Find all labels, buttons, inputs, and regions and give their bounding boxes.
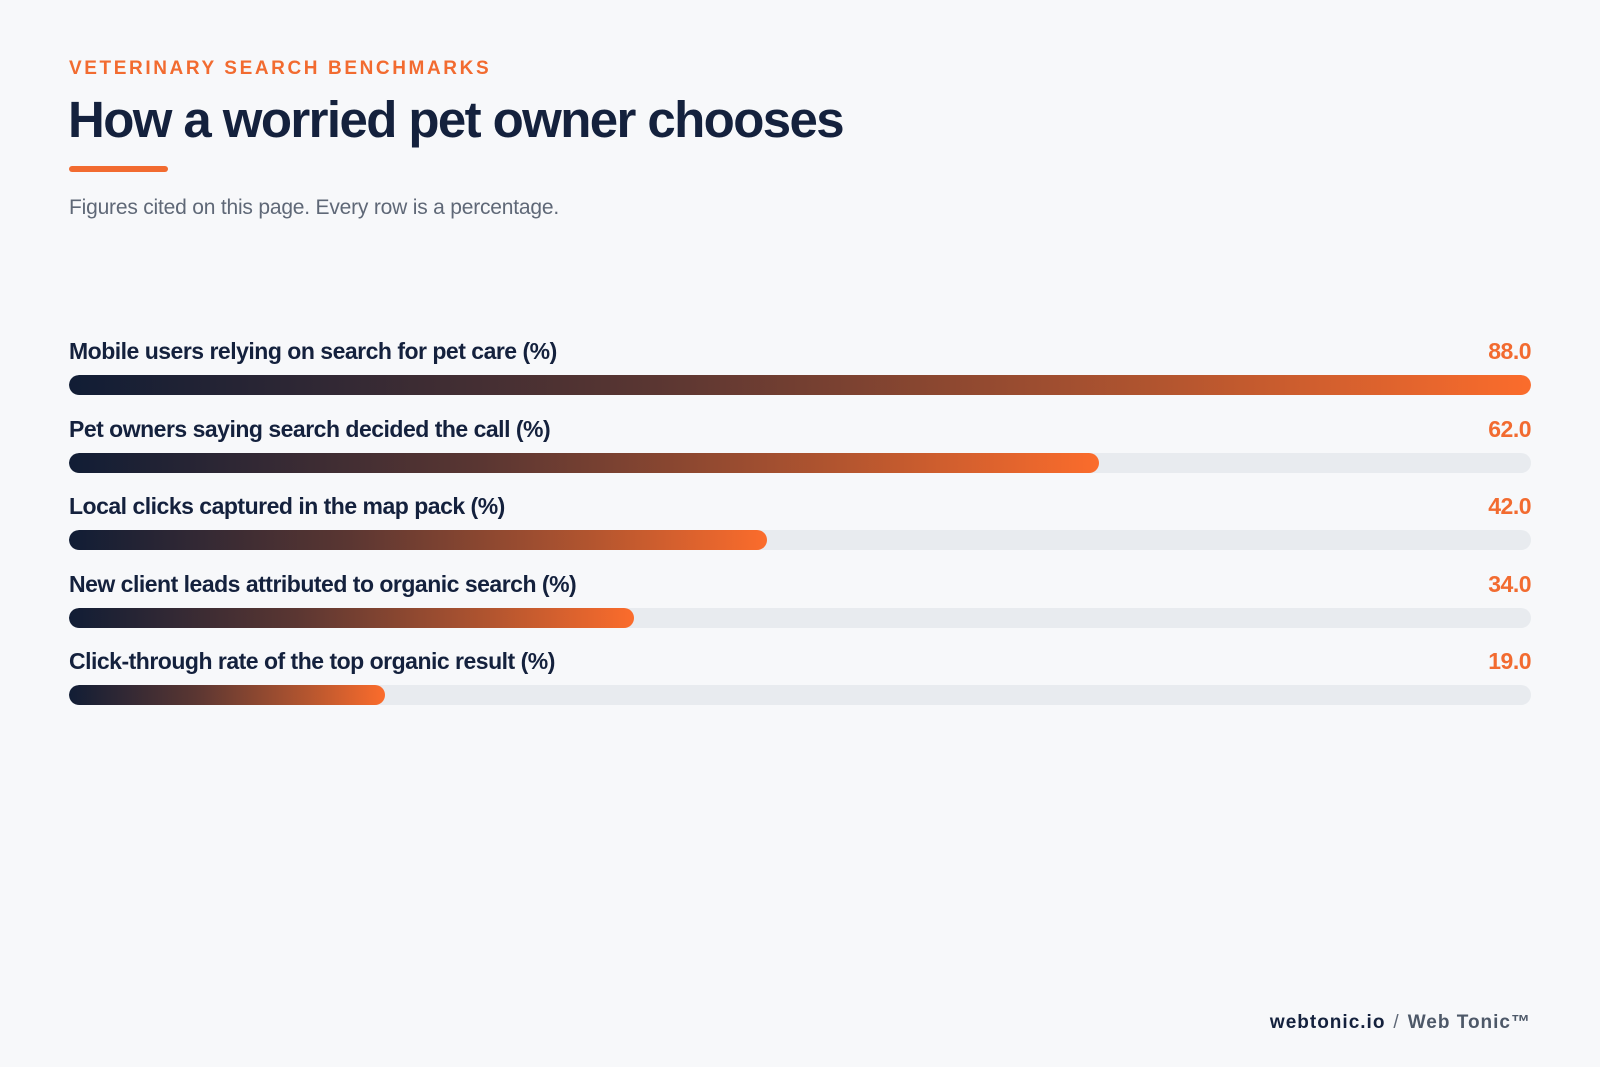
bar-label: Mobile users relying on search for pet c…: [69, 338, 557, 364]
chart-row: Pet owners saying search decided the cal…: [69, 414, 1531, 492]
chart-row: Click-through rate of the top organic re…: [69, 646, 1531, 724]
page-subtitle: Figures cited on this page. Every row is…: [69, 196, 559, 219]
eyebrow-label: VETERINARY SEARCH BENCHMARKS: [69, 58, 492, 79]
bar-track: [69, 375, 1531, 395]
footer-credit: webtonic.io / Web Tonic™: [1270, 1012, 1531, 1034]
bar: [69, 375, 1531, 395]
bar-label: Local clicks captured in the map pack (%…: [69, 493, 505, 519]
bar: [69, 530, 767, 550]
bar: [69, 607, 634, 628]
chart-row: Local clicks captured in the map pack (%…: [69, 491, 1531, 569]
footer-separator: /: [1393, 1012, 1400, 1033]
page-title: How a worried pet owner chooses: [68, 91, 845, 148]
bar-value-label: 62.0: [1488, 415, 1531, 442]
bar-value-label: 42.0: [1488, 493, 1531, 519]
bar-track: [69, 452, 1531, 473]
bar-label: New client leads attributed to organic s…: [69, 570, 577, 597]
bar-track: [69, 685, 1531, 705]
chart-row: New client leads attributed to organic s…: [69, 569, 1531, 647]
bar-chart: Mobile users relying on search for pet c…: [69, 336, 1531, 724]
title-underline: [69, 166, 168, 172]
bar-value-label: 88.0: [1488, 338, 1531, 364]
bar-value-label: 19.0: [1488, 648, 1531, 674]
footer-domain[interactable]: webtonic.io: [1269, 1012, 1386, 1033]
bar-label: Click-through rate of the top organic re…: [69, 648, 555, 674]
bar: [69, 452, 1099, 473]
bar-track: [69, 530, 1531, 550]
chart-row: Mobile users relying on search for pet c…: [69, 336, 1531, 414]
bar-track: [69, 607, 1531, 628]
bar-label: Pet owners saying search decided the cal…: [69, 415, 551, 442]
footer-brand: Web Tonic™: [1407, 1012, 1531, 1033]
bar-value-label: 34.0: [1488, 570, 1531, 597]
bar: [69, 685, 385, 705]
